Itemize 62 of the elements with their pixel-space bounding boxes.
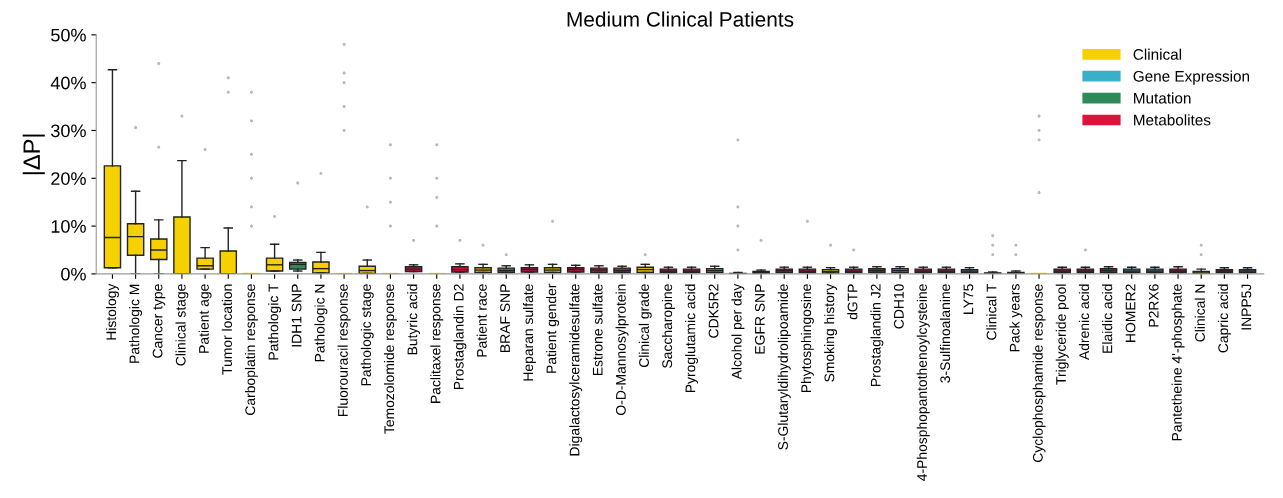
x-tick-label: Adrenic acid xyxy=(1078,284,1090,361)
x-tick-label: S-Glutaryldihydrolipoamide xyxy=(777,284,791,450)
x-tick-label: Heparan sulfate xyxy=(522,284,536,381)
x-tick-label: dGTP xyxy=(847,284,858,320)
chart-title: Medium Clinical Patients xyxy=(567,11,794,27)
x-tick-label: Cancer type xyxy=(152,284,166,358)
x-tick-label: Pathologic N xyxy=(314,284,328,362)
x-tick-label: Patient age xyxy=(198,284,212,353)
x-tick-label: Pathologic T xyxy=(268,283,282,360)
x-tick-label: Elaidic acid xyxy=(1102,284,1113,353)
x-tick-label: Fluorouracil response xyxy=(337,284,351,417)
x-tick-label: Capric acid xyxy=(1217,284,1231,353)
y-tick-label: 20% xyxy=(51,172,86,185)
x-tick-label: Patient race xyxy=(476,284,487,357)
x-tick-label: Tumor location xyxy=(221,284,232,375)
legend-label: Gene Expression xyxy=(1133,70,1250,85)
x-tick-label: Pantetheine 4'-phosphate xyxy=(1171,284,1185,441)
x-tick-label: Smoking history xyxy=(824,283,838,382)
x-tick-label: Histology xyxy=(105,283,119,340)
x-tick-label: Cyclophosphamide response xyxy=(1032,284,1046,463)
x-tick-label: Prostaglandin D2 xyxy=(453,284,467,390)
legend-label: Metabolites xyxy=(1134,114,1211,126)
x-tick-label: CDK5R2 xyxy=(708,284,719,338)
legend-label: Clinical xyxy=(1133,48,1182,60)
x-tick-label: Temozolomide response xyxy=(383,284,397,434)
x-tick-label: Pathologic stage xyxy=(360,284,374,386)
y-tick-label: 30% xyxy=(51,124,86,138)
x-tick-label: Triglyceride pool xyxy=(1055,284,1069,385)
x-tick-label: EGFR SNP xyxy=(754,284,765,354)
x-tick-label: O-D-Mannosylprotein xyxy=(615,284,629,415)
x-tick-label: Patient gender xyxy=(546,283,560,373)
x-tick-label: Clinical stage xyxy=(175,284,189,366)
x-tick-label: Saccharopine xyxy=(661,284,675,368)
x-tick-label: Prostaglandin J2 xyxy=(870,284,884,386)
x-tick-label: Pathologic M xyxy=(129,284,143,363)
y-tick-label: 50% xyxy=(51,28,86,42)
x-tick-label: LY75 xyxy=(963,284,974,314)
x-tick-label: Pack years xyxy=(1009,284,1023,352)
y-tick-label: 10% xyxy=(51,220,86,233)
x-tick-label: Clinical grade xyxy=(638,284,652,368)
x-tick-label: Phytosphingosine xyxy=(800,284,814,393)
x-tick-label: P2RX6 xyxy=(1148,284,1159,327)
y-tick-label: 0% xyxy=(61,267,86,281)
x-tick-label: Estrone sulfate xyxy=(592,284,603,376)
y-axis-title: |ΔP| xyxy=(22,134,45,175)
x-tick-label: Digalactosylceramidesulfate xyxy=(569,284,583,456)
x-tick-label: 3-Sulfinoalanine xyxy=(939,284,951,383)
legend-label: Mutation xyxy=(1134,92,1191,104)
y-tick-label: 40% xyxy=(50,76,86,90)
x-tick-label: Butyric acid xyxy=(407,284,421,355)
x-tick-label: Alcohol per day xyxy=(731,283,745,380)
x-tick-label: CDH10 xyxy=(893,284,904,329)
x-tick-label: INPP5J xyxy=(1241,284,1252,330)
x-tick-label: IDH1 SNP xyxy=(291,284,302,347)
x-tick-label: Pyroglutamic acid xyxy=(685,284,699,393)
x-tick-label: HOMER2 xyxy=(1125,284,1136,342)
x-tick-label: BRAF SNP xyxy=(500,284,510,352)
x-tick-label: Carboplatin response xyxy=(244,284,258,415)
x-tick-label: 4-Phosphopantothenoylcysteine xyxy=(916,284,930,481)
x-tick-label: Clinical N xyxy=(1194,284,1205,342)
x-tick-label: Paclitaxel response xyxy=(430,284,444,403)
x-tick-label: Clinical T xyxy=(986,283,997,340)
